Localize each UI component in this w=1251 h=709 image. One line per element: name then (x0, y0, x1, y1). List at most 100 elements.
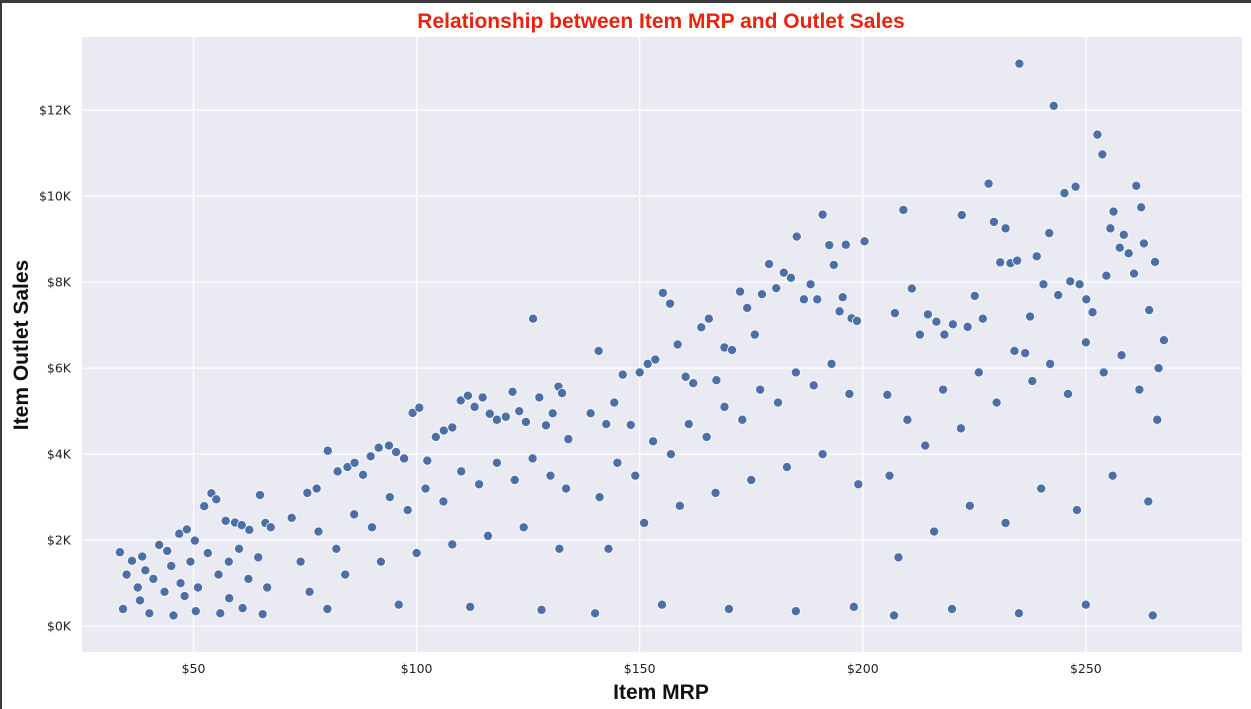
scatter-point (711, 375, 722, 386)
scatter-point (154, 539, 165, 550)
scatter-point (889, 610, 900, 621)
scatter-point (215, 608, 226, 619)
scatter-point (1134, 384, 1145, 395)
scatter-point (1152, 414, 1163, 425)
scatter-point (414, 402, 425, 413)
scatter-point (650, 354, 661, 365)
scatter-point (672, 339, 683, 350)
scatter-point (703, 313, 714, 324)
scatter-point (175, 578, 186, 589)
scatter-point (331, 543, 342, 554)
scatter-point (749, 329, 760, 340)
scatter-point (286, 512, 297, 523)
scatter-point (311, 483, 322, 494)
scatter-point (1048, 100, 1059, 111)
scatter-point (906, 283, 917, 294)
scatter-point (302, 487, 313, 498)
x-axis-label: Item MRP (613, 681, 709, 704)
scatter-point (340, 569, 351, 580)
scatter-point (1044, 228, 1055, 239)
scatter-point (771, 283, 782, 294)
scatter-point (322, 603, 333, 614)
scatter-point (1153, 363, 1164, 374)
scatter-point (545, 470, 556, 481)
scatter-point (719, 401, 730, 412)
scatter-point (358, 469, 369, 480)
scatter-point (594, 492, 605, 503)
y-axis-ticks: $0K $2K $4K $6K $8K $10K $12K (39, 103, 72, 634)
scatter-point (593, 345, 604, 356)
scatter-point (817, 209, 828, 220)
scatter-point (491, 457, 502, 468)
scatter-point (349, 457, 360, 468)
scatter-point (384, 492, 395, 503)
scatter-point (528, 313, 539, 324)
scatter-point (224, 593, 235, 604)
scatter-point (520, 416, 531, 427)
scatter-point (973, 367, 984, 378)
scatter-point (211, 494, 222, 505)
scatter-point (884, 470, 895, 481)
scatter-point (764, 259, 775, 270)
scatter-point (785, 272, 796, 283)
scatter-point (902, 414, 913, 425)
scatter-point (798, 294, 809, 305)
scatter-point (1012, 255, 1023, 266)
scatter-point (929, 526, 940, 537)
scatter-point (634, 367, 645, 378)
scatter-point (817, 449, 828, 460)
scatter-point (665, 449, 676, 460)
scatter-point (220, 515, 231, 526)
scatter-point (837, 292, 848, 303)
scatter-point (126, 555, 137, 566)
scatter-point (1129, 268, 1140, 279)
scatter-point (162, 545, 173, 556)
scatter-point (648, 436, 659, 447)
scatter-point (1144, 305, 1155, 316)
scatter-point (181, 524, 192, 535)
scatter-point (773, 397, 784, 408)
scatter-point (956, 210, 967, 221)
y-tick-label: $12K (39, 103, 72, 118)
scatter-point (1108, 206, 1119, 217)
scatter-point (199, 501, 210, 512)
scatter-point (462, 390, 473, 401)
scatter-point (947, 319, 958, 330)
scatter-point (192, 582, 203, 593)
scatter-point (1116, 350, 1127, 361)
scatter-point (790, 367, 801, 378)
scatter-point (1107, 470, 1118, 481)
scatter-point (438, 425, 449, 436)
scatter-point (255, 490, 266, 501)
scatter-point (1074, 279, 1085, 290)
scatter-point (174, 528, 185, 539)
scatter-point (118, 603, 129, 614)
scatter-point (938, 384, 949, 395)
scatter-point (931, 316, 942, 327)
scatter-point (1098, 367, 1109, 378)
scatter-point (1045, 358, 1056, 369)
scatter-point (1147, 610, 1158, 621)
scatter-point (375, 556, 386, 567)
scatter-point (349, 509, 360, 520)
scatter-point (168, 610, 179, 621)
scatter-point (1158, 335, 1169, 346)
scatter-point (313, 526, 324, 537)
scatter-point (962, 321, 973, 332)
scatter-point (735, 286, 746, 297)
scatter-point (995, 257, 1006, 268)
scatter-point (920, 440, 931, 451)
scatter-point (988, 216, 999, 227)
scatter-point (696, 322, 707, 333)
scatter-point (213, 569, 224, 580)
scatter-point (657, 599, 668, 610)
scatter-point (420, 483, 431, 494)
scatter-point (955, 423, 966, 434)
scatter-point (1070, 181, 1081, 192)
scatter-point (304, 586, 315, 597)
scatter-point (265, 522, 276, 533)
scatter-point (756, 289, 767, 300)
scatter-point (755, 384, 766, 395)
scatter-point (853, 479, 864, 490)
